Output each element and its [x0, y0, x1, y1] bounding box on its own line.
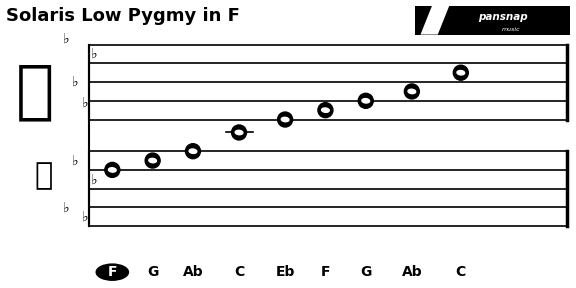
- Circle shape: [96, 264, 128, 280]
- Ellipse shape: [358, 93, 373, 108]
- Text: Ab: Ab: [401, 265, 422, 279]
- Text: ♭: ♭: [72, 154, 79, 168]
- Text: ♭: ♭: [90, 172, 97, 186]
- Text: pansnap: pansnap: [479, 12, 528, 22]
- Ellipse shape: [362, 98, 370, 103]
- Text: F: F: [321, 265, 330, 279]
- Ellipse shape: [235, 130, 243, 135]
- Ellipse shape: [108, 168, 116, 172]
- Text: C: C: [456, 265, 466, 279]
- Ellipse shape: [145, 153, 160, 168]
- Text: Solaris Low Pygmy in F: Solaris Low Pygmy in F: [6, 7, 240, 25]
- Text: ♭: ♭: [63, 32, 70, 46]
- Text: 𝄞: 𝄞: [16, 60, 54, 122]
- Ellipse shape: [404, 84, 419, 99]
- Ellipse shape: [408, 89, 416, 94]
- Ellipse shape: [453, 65, 468, 80]
- Text: G: G: [360, 265, 372, 279]
- Text: ♭: ♭: [81, 96, 88, 110]
- Ellipse shape: [278, 112, 293, 127]
- Ellipse shape: [189, 149, 197, 154]
- Text: 𝄢: 𝄢: [34, 161, 52, 190]
- Ellipse shape: [321, 108, 329, 112]
- Ellipse shape: [105, 162, 120, 177]
- Ellipse shape: [149, 158, 157, 163]
- Text: ♭: ♭: [72, 75, 79, 89]
- FancyBboxPatch shape: [415, 6, 570, 35]
- Ellipse shape: [457, 71, 465, 75]
- Text: Ab: Ab: [183, 265, 203, 279]
- Ellipse shape: [185, 144, 200, 159]
- Ellipse shape: [281, 117, 289, 122]
- Ellipse shape: [232, 125, 247, 140]
- Text: F: F: [108, 265, 117, 279]
- Text: music: music: [502, 27, 520, 32]
- Text: G: G: [147, 265, 158, 279]
- Text: Eb: Eb: [275, 265, 295, 279]
- Text: ♭: ♭: [90, 47, 97, 61]
- Ellipse shape: [318, 103, 333, 118]
- Text: ♭: ♭: [63, 200, 70, 214]
- Text: ♭: ♭: [81, 210, 88, 224]
- Polygon shape: [420, 6, 449, 35]
- Text: C: C: [234, 265, 244, 279]
